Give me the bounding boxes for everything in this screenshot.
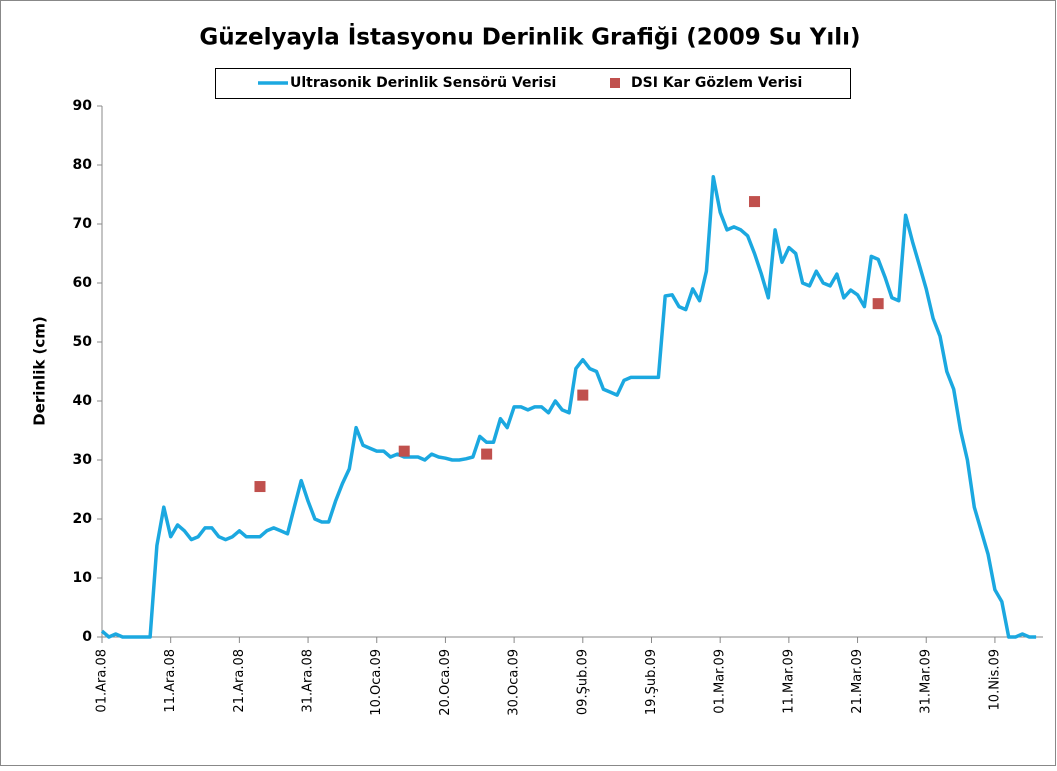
x-tick-label: 31.Mar.09	[919, 649, 934, 714]
y-axis-label: Derinlik (cm)	[31, 316, 49, 426]
y-tick-label: 70	[73, 216, 93, 232]
y-tick-label: 90	[73, 98, 93, 114]
legend-marker	[610, 78, 620, 88]
y-tick-label: 20	[73, 511, 93, 527]
y-tick-label: 50	[73, 334, 93, 350]
marker	[481, 448, 493, 460]
legend-label: Ultrasonik Derinlik Sensörü Verisi	[290, 75, 556, 91]
x-tick-label: 01.Mar.09	[713, 649, 728, 714]
legend-box	[215, 68, 851, 99]
x-tick-label: 21.Mar.09	[850, 649, 865, 714]
legend-label: DSI Kar Gözlem Verisi	[631, 75, 802, 91]
x-tick-label: 09.Şub.09	[575, 649, 590, 715]
line-series	[100, 175, 1037, 639]
x-tick-label: 01.Ara.08	[95, 649, 110, 713]
x-tick-label: 19.Şub.09	[644, 649, 659, 715]
y-tick-label: 80	[73, 157, 93, 173]
y-tick-label: 40	[73, 393, 93, 409]
marker	[398, 445, 410, 457]
x-tick-label: 10.Nis.09	[987, 649, 1002, 710]
chart-title: Güzelyayla İstasyonu Derinlik Grafiği (2…	[199, 23, 860, 51]
x-tick-label: 21.Ara.08	[232, 649, 247, 713]
y-tick-label: 0	[82, 629, 92, 645]
y-tick-label: 10	[73, 570, 93, 586]
x-tick-label: 10.Oca.09	[369, 649, 384, 716]
y-tick-label: 30	[73, 452, 93, 468]
y-tick-label: 60	[73, 275, 93, 291]
x-tick-label: 30.Oca.09	[507, 649, 522, 716]
x-tick-label: 31.Ara.08	[301, 649, 316, 713]
x-tick-label: 11.Ara.08	[163, 649, 178, 713]
marker	[254, 481, 266, 493]
marker	[872, 298, 884, 310]
marker	[577, 389, 589, 401]
x-tick-label: 11.Mar.09	[781, 649, 796, 714]
x-tick-label: 20.Oca.09	[438, 649, 453, 716]
marker	[749, 196, 761, 208]
